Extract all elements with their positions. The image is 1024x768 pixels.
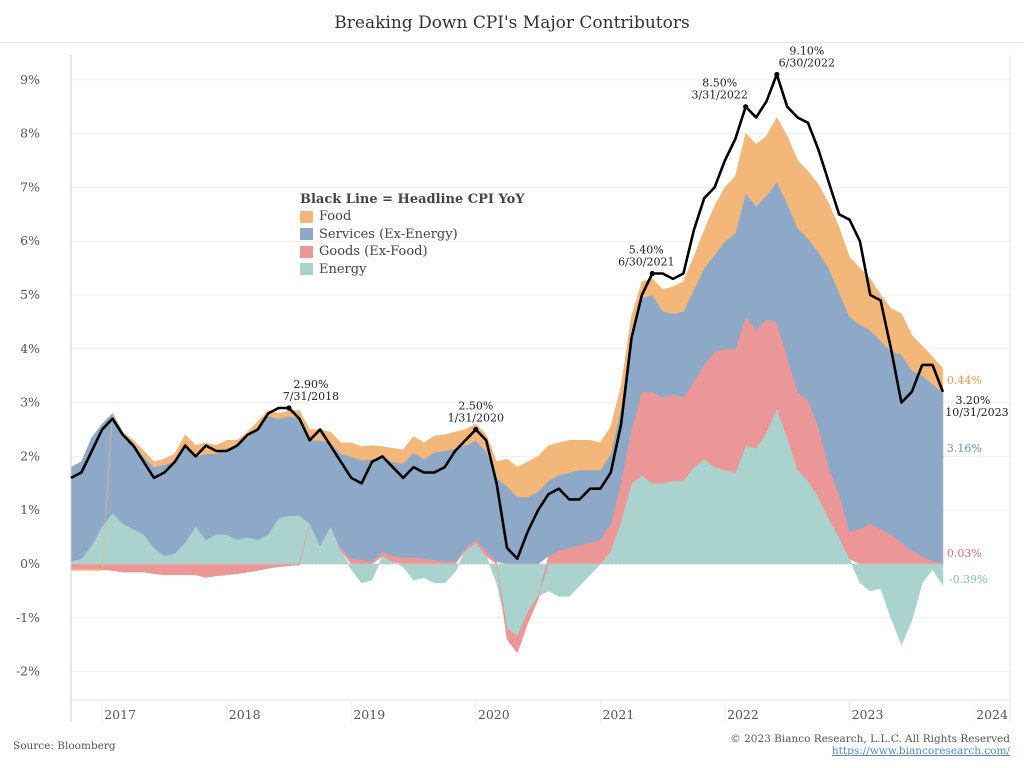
end-label-services: 3.16% (947, 442, 982, 455)
end-label-food: 0.44% (947, 374, 982, 387)
energy-swatch (300, 263, 313, 276)
annotation-date: 6/30/2021 (618, 255, 674, 268)
x-tick-label: 2023 (852, 707, 884, 722)
annotation-date: 7/31/2018 (283, 390, 339, 403)
y-tick-label: 9% (20, 72, 40, 87)
annotation-value: 2.90% (294, 378, 329, 391)
copyright-text: © 2023 Bianco Research, L.L.C. All Right… (730, 733, 1010, 745)
legend: Black Line = Headline CPI YoY Food Servi… (300, 192, 525, 278)
y-tick-label: -2% (16, 664, 40, 679)
legend-label: Goods (Ex-Food) (319, 244, 428, 260)
legend-label: Food (319, 209, 352, 225)
legend-label: Energy (319, 261, 367, 277)
annotation-value: 9.10% (789, 44, 824, 57)
annotation-marker (649, 270, 655, 277)
annotation-date: 6/30/2022 (779, 56, 835, 69)
annotations: 2.90%7/31/20182.50%1/31/20205.40%6/30/20… (283, 44, 835, 433)
x-tick-label: 2017 (104, 707, 136, 722)
end-label-goods: 0.03% (947, 547, 982, 560)
copyright-block: © 2023 Bianco Research, L.L.C. All Right… (730, 733, 1010, 757)
y-tick-label: 5% (20, 287, 40, 302)
x-tick-label: 2021 (602, 707, 634, 722)
legend-item-goods: Goods (Ex-Food) (300, 243, 525, 261)
annotation-value: 5.40% (629, 243, 664, 256)
goods-swatch (300, 245, 313, 258)
x-tick-label: 2019 (353, 707, 385, 722)
x-tick-label: 2020 (478, 707, 510, 722)
axes (70, 55, 1011, 722)
source-note: Source: Bloomberg (13, 740, 116, 752)
website-link[interactable]: https://www.biancoresearch.com/ (831, 745, 1010, 757)
y-axis-ticks: -2% -1% 0% 1% 2% 3% 4% 5% 6% 7% 8% 9% (16, 72, 40, 679)
y-tick-label: 8% (20, 126, 40, 141)
annotation-date: 3/31/2022 (691, 89, 747, 102)
y-tick-label: 0% (20, 556, 40, 571)
headline-line (70, 73, 945, 560)
end-label-headline-date: 10/31/2023 (945, 406, 1008, 419)
food-swatch (300, 210, 313, 223)
end-label-headline-value: 3.20% (955, 394, 990, 407)
annotation-date: 1/31/2020 (448, 412, 504, 425)
y-tick-label: 4% (20, 341, 40, 356)
x-tick-label: 2024 (976, 707, 1008, 722)
end-label-energy: -0.39% (949, 573, 988, 586)
chart-title: Breaking Down CPI's Major Contributors (334, 13, 690, 33)
services-swatch (300, 228, 313, 241)
x-tick-label: 2022 (727, 707, 759, 722)
end-labels: 0.44% 3.20%10/31/2023 3.16% 0.03% -0.39% (945, 374, 1008, 586)
y-tick-label: 3% (20, 395, 40, 410)
x-tick-label: 2018 (229, 707, 261, 722)
annotation-marker (743, 104, 749, 110)
title-divider (0, 42, 1024, 43)
y-tick-label: 6% (20, 233, 40, 248)
legend-item-services: Services (Ex-Energy) (300, 226, 525, 244)
y-tick-label: 1% (20, 502, 40, 517)
annotation-value: 2.50% (458, 400, 493, 413)
legend-item-energy: Energy (300, 261, 525, 279)
x-axis-ticks: 2017 2018 2019 2020 2021 2022 2023 2024 (101, 700, 1008, 722)
area-food (70, 116, 944, 571)
annotation-marker (473, 426, 479, 433)
annotation-value: 8.50% (702, 77, 737, 90)
legend-title: Black Line = Headline CPI YoY (300, 192, 525, 207)
stacked-areas (70, 116, 944, 654)
legend-label: Services (Ex-Energy) (319, 226, 458, 242)
y-tick-label: -1% (16, 610, 40, 625)
legend-item-food: Food (300, 208, 525, 226)
y-tick-label: 2% (20, 448, 40, 463)
annotation-marker (286, 405, 292, 411)
y-tick-label: 7% (20, 179, 40, 194)
annotation-marker (774, 71, 780, 78)
